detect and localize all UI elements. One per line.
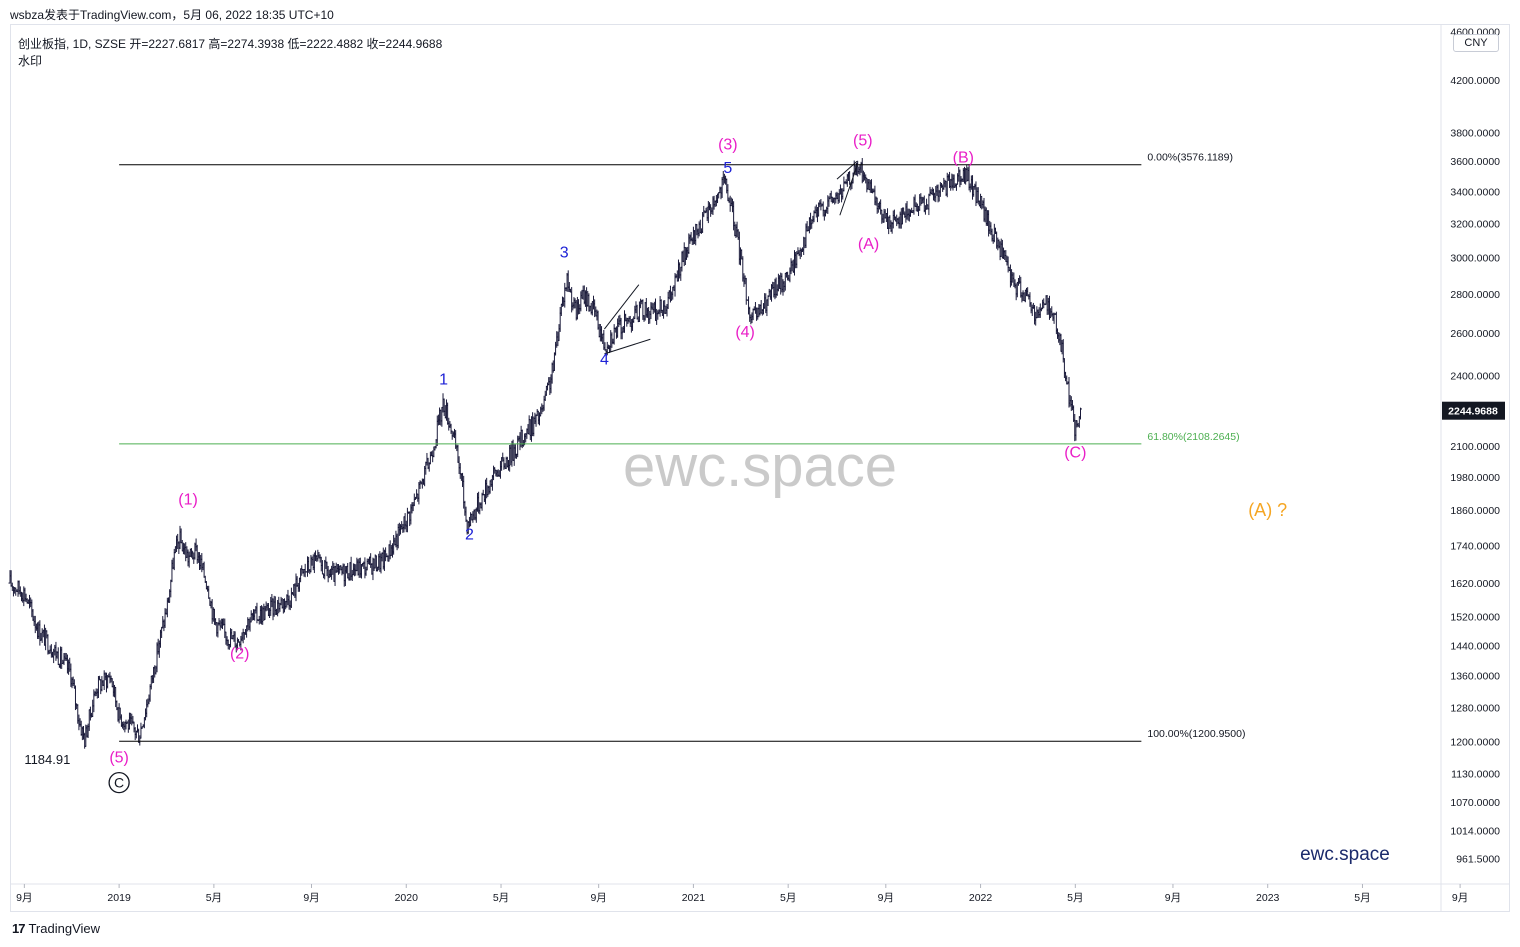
symbol-legend: 创业板指, 1D, SZSE 开=2227.6817 高=2274.3938 低… (18, 37, 443, 51)
last-price-marker: 2244.9688 (1442, 401, 1505, 420)
wave-label: 5 (723, 160, 732, 177)
x-tick-label: 9月 (1452, 892, 1468, 904)
y-tick-label: 1360.0000 (1450, 670, 1500, 682)
corner-watermark: ewc.space (1300, 844, 1390, 865)
y-tick-label: 3000.0000 (1450, 253, 1500, 265)
y-tick-label: 1740.0000 (1450, 540, 1500, 552)
wave-label: (3) (718, 137, 738, 154)
wave-label: 1 (439, 371, 448, 388)
currency-button[interactable]: CNY (1453, 34, 1499, 52)
x-tick-label: 2023 (1256, 892, 1280, 904)
last-price-label: 2244.9688 (1448, 406, 1498, 418)
wave-structure-line (836, 160, 858, 180)
footer-brand[interactable]: 17 TradingView (12, 921, 100, 936)
x-tick-label: 5月 (1067, 892, 1083, 904)
y-tick-label: 3600.0000 (1450, 156, 1500, 168)
wave-structure-line (839, 165, 858, 216)
y-tick-label: 1280.0000 (1450, 703, 1500, 715)
last-price-box (1442, 401, 1505, 420)
wave-structure-lines (604, 160, 858, 355)
x-tick-label: 2019 (107, 892, 131, 904)
y-tick-label: 2400.0000 (1450, 370, 1500, 382)
tradingview-logo-icon: 17 (12, 921, 26, 936)
y-tick-label: 1130.0000 (1451, 768, 1500, 780)
y-tick-label: 2100.0000 (1450, 441, 1500, 453)
y-tick-label: 1440.0000 (1450, 640, 1500, 652)
wave-label: (A) (858, 236, 879, 253)
time-axis: 9月 2019 5月 9月 2020 5月 9月 2021 5月 9月 2022 5月 9月 2023 5月… (16, 884, 1468, 904)
y-tick-label: 1520.0000 (1450, 612, 1500, 624)
y-tick-label: 3200.0000 (1450, 218, 1500, 230)
wave-label: (C) (1064, 444, 1086, 461)
fib-label: 100.00%(1200.9500) (1147, 728, 1245, 740)
y-tick-label: 2600.0000 (1450, 328, 1500, 340)
x-tick-label: 5月 (780, 892, 796, 904)
y-tick-label: 1070.0000 (1450, 797, 1500, 809)
wave-label: (2) (230, 645, 250, 662)
x-tick-label: 9月 (16, 892, 32, 904)
wave-label: 4 (600, 352, 609, 369)
x-tick-label: 9月 (303, 892, 319, 904)
fib-label: 0.00%(3576.1189) (1147, 152, 1233, 164)
circled-wave-ring (108, 771, 130, 794)
price-axis: 4600.00004200.00003800.00003600.00003400… (1450, 27, 1500, 866)
wave-labels: 1184.91 (5) C (1) (2) 1 2 3 4 5 (3) (4) (5) (A) (B) (C)… (24, 132, 1287, 794)
y-tick-label: 1200.0000 (1450, 737, 1500, 749)
y-tick-label: 3400.0000 (1450, 186, 1500, 198)
x-tick-label: 2020 (395, 892, 419, 904)
wave-label: (5) (109, 750, 129, 767)
low-price-label: 1184.91 (24, 752, 70, 767)
x-tick-label: 9月 (1165, 892, 1181, 904)
wave-structure-line (604, 338, 651, 355)
wave-label: (1) (178, 491, 198, 508)
chart-frame (10, 24, 1510, 912)
wave-label: 2 (465, 526, 474, 543)
watermark-legend: 水印 (18, 54, 43, 68)
wave-label: (5) (853, 132, 873, 149)
x-tick-label: 5月 (493, 892, 509, 904)
fib-label: 61.80%(2108.2645) (1147, 431, 1239, 443)
y-tick-label: 1860.0000 (1450, 505, 1500, 517)
x-tick-label: 5月 (206, 892, 222, 904)
wave-label: 3 (560, 245, 569, 262)
wave-label: (A) ? (1248, 500, 1287, 520)
x-tick-label: 2021 (682, 892, 706, 904)
center-watermark: ewc.space (623, 434, 897, 499)
publisher-line: wsbza发表于TradingView.com，5月 06, 2022 18:3… (10, 8, 334, 22)
wave-structure-line (604, 284, 640, 330)
y-tick-label: 4200.0000 (1450, 75, 1500, 87)
y-tick-label: 2800.0000 (1450, 289, 1500, 301)
x-tick-label: 5月 (1354, 892, 1370, 904)
fib-retracement: 0.00%(3576.1189) 61.80%(2108.2645) 100.00%… (119, 152, 1245, 742)
wave-label: (4) (735, 324, 755, 341)
candle-series (8, 158, 1082, 749)
y-tick-label: 1014.0000 (1450, 826, 1500, 838)
circled-wave-label: C (114, 775, 124, 791)
x-tick-label: 2022 (969, 892, 993, 904)
y-tick-label: 3800.0000 (1450, 128, 1500, 140)
y-tick-label: 1980.0000 (1450, 472, 1500, 484)
x-tick-label: 9月 (590, 892, 606, 904)
x-tick-label: 9月 (878, 892, 894, 904)
wave-label: (B) (953, 150, 974, 167)
y-tick-label: 1620.0000 (1450, 578, 1500, 590)
y-tick-label: 961.5000 (1456, 854, 1500, 866)
brand-name: TradingView (28, 921, 101, 936)
